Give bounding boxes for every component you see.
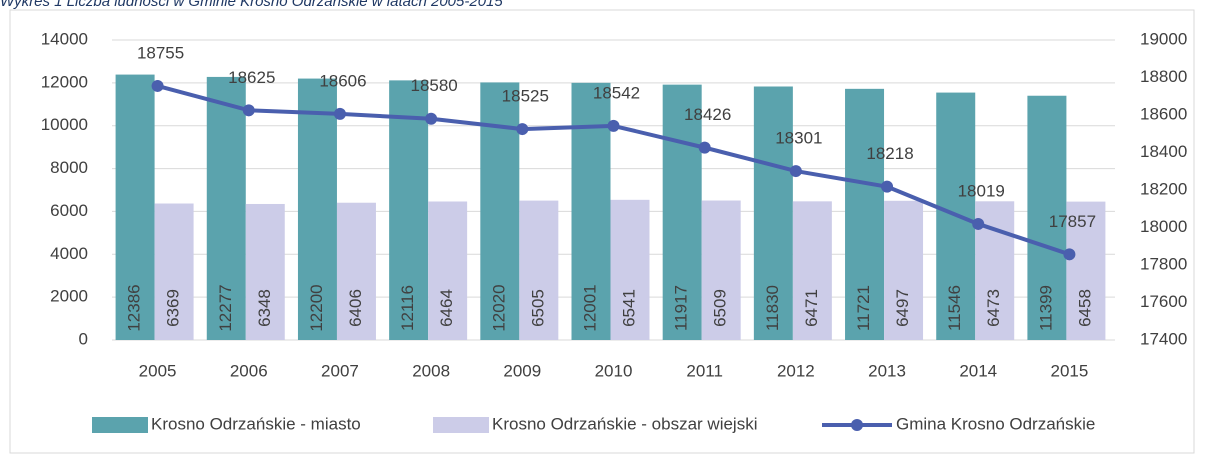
- bar-value-label: 12200: [307, 284, 326, 331]
- x-tick-label: 2006: [230, 361, 268, 380]
- line-value-label: 18625: [228, 68, 275, 87]
- line-point: [425, 112, 438, 125]
- line-point: [972, 217, 985, 230]
- x-tick-label: 2013: [868, 361, 906, 380]
- line-point: [333, 107, 346, 120]
- bar: [428, 201, 468, 340]
- bar-value-label: 12386: [125, 284, 144, 331]
- legend-swatch: [92, 417, 148, 433]
- line-point: [881, 180, 894, 193]
- bar: [245, 203, 285, 340]
- line-value-label: 18606: [319, 71, 366, 90]
- line-point: [1063, 248, 1076, 261]
- y-tick-label: 2000: [50, 287, 88, 306]
- chart-border: [9, 9, 1195, 454]
- line-point: [242, 104, 255, 117]
- x-tick-label: 2014: [959, 361, 997, 380]
- x-tick-label: 2008: [412, 361, 450, 380]
- bar: [115, 74, 155, 340]
- y2-tick-label: 17800: [1140, 254, 1187, 273]
- line-point: [789, 165, 802, 178]
- y-tick-label: 14000: [41, 29, 88, 48]
- bar-value-label: 6406: [346, 289, 365, 327]
- bar-value-label: 11830: [763, 285, 782, 331]
- bar-value-label: 6464: [437, 289, 456, 327]
- y2-tick-label: 18600: [1140, 104, 1187, 123]
- x-tick-label: 2011: [686, 361, 723, 380]
- line-point: [516, 123, 529, 136]
- line-value-label: 18755: [137, 43, 184, 62]
- bar-value-label: 12116: [398, 285, 417, 331]
- bar-value-label: 6471: [802, 289, 821, 327]
- y2-tick-label: 19000: [1140, 29, 1187, 48]
- y-tick-label: 12000: [41, 72, 88, 91]
- line-value-label: 18580: [410, 76, 457, 95]
- bar: [753, 86, 793, 340]
- legend-swatch: [851, 419, 863, 431]
- line-point: [607, 119, 620, 132]
- bar-value-label: 12277: [216, 284, 235, 331]
- bar-value-label: 11399: [1036, 285, 1055, 331]
- bar-value-label: 6509: [711, 289, 730, 327]
- x-tick-label: 2009: [503, 361, 541, 380]
- bar: [701, 200, 741, 340]
- x-tick-label: 2010: [595, 361, 633, 380]
- y2-tick-label: 18800: [1140, 67, 1187, 86]
- bar-value-label: 12001: [580, 284, 599, 331]
- y2-tick-label: 17600: [1140, 292, 1187, 311]
- bar: [662, 84, 702, 340]
- bar-value-label: 6348: [255, 289, 274, 327]
- chart-title: Wykres 1 Liczba ludności w Gminie Krosno…: [0, 0, 503, 10]
- bar: [1066, 201, 1106, 340]
- bar: [884, 200, 924, 340]
- line-value-label: 18542: [593, 83, 640, 102]
- bar: [610, 199, 650, 340]
- line-value-label: 18301: [775, 129, 822, 148]
- y2-tick-label: 18400: [1140, 142, 1187, 161]
- bar: [1027, 95, 1067, 340]
- bar-value-label: 11546: [945, 285, 964, 331]
- bar-value-label: 6369: [164, 289, 183, 327]
- line-value-label: 17857: [1049, 212, 1096, 231]
- y-tick-label: 10000: [41, 115, 88, 134]
- bar-value-label: 12020: [489, 284, 508, 331]
- bar: [845, 88, 885, 340]
- line-value-label: 18019: [958, 181, 1005, 200]
- bar-value-label: 11917: [672, 285, 691, 331]
- bar-value-label: 6505: [528, 289, 547, 327]
- bar: [519, 200, 559, 340]
- bar-value-label: 6541: [619, 289, 638, 327]
- y-tick-label: 8000: [50, 158, 88, 177]
- legend-label: Krosno Odrzańskie - obszar wiejski: [492, 414, 757, 433]
- line-value-label: 18218: [866, 144, 913, 163]
- y2-tick-label: 17400: [1140, 329, 1187, 348]
- bar: [154, 203, 194, 340]
- x-tick-label: 2012: [777, 361, 815, 380]
- line-point: [151, 79, 164, 92]
- x-tick-label: 2015: [1050, 361, 1088, 380]
- y-tick-label: 4000: [50, 244, 88, 263]
- y2-tick-label: 18000: [1140, 217, 1187, 236]
- line-value-label: 18426: [684, 105, 731, 124]
- bar-value-label: 6473: [984, 289, 1003, 327]
- legend-label: Krosno Odrzańskie - miasto: [151, 414, 361, 433]
- y-tick-label: 0: [79, 329, 88, 348]
- bar: [297, 78, 337, 341]
- y2-tick-label: 18200: [1140, 179, 1187, 198]
- line-value-label: 18525: [502, 87, 549, 106]
- bar: [206, 76, 246, 341]
- legend-label: Gmina Krosno Odrzańskie: [896, 414, 1095, 433]
- bar-value-label: 6458: [1075, 289, 1094, 327]
- bar-value-label: 6497: [893, 289, 912, 327]
- bar: [336, 202, 376, 340]
- legend-swatch: [433, 417, 489, 433]
- y-tick-label: 6000: [50, 201, 88, 220]
- bar: [792, 201, 832, 340]
- line-point: [698, 141, 711, 154]
- x-tick-label: 2005: [139, 361, 177, 380]
- x-tick-label: 2007: [321, 361, 359, 380]
- bar-value-label: 11721: [854, 285, 873, 331]
- bar: [389, 80, 429, 340]
